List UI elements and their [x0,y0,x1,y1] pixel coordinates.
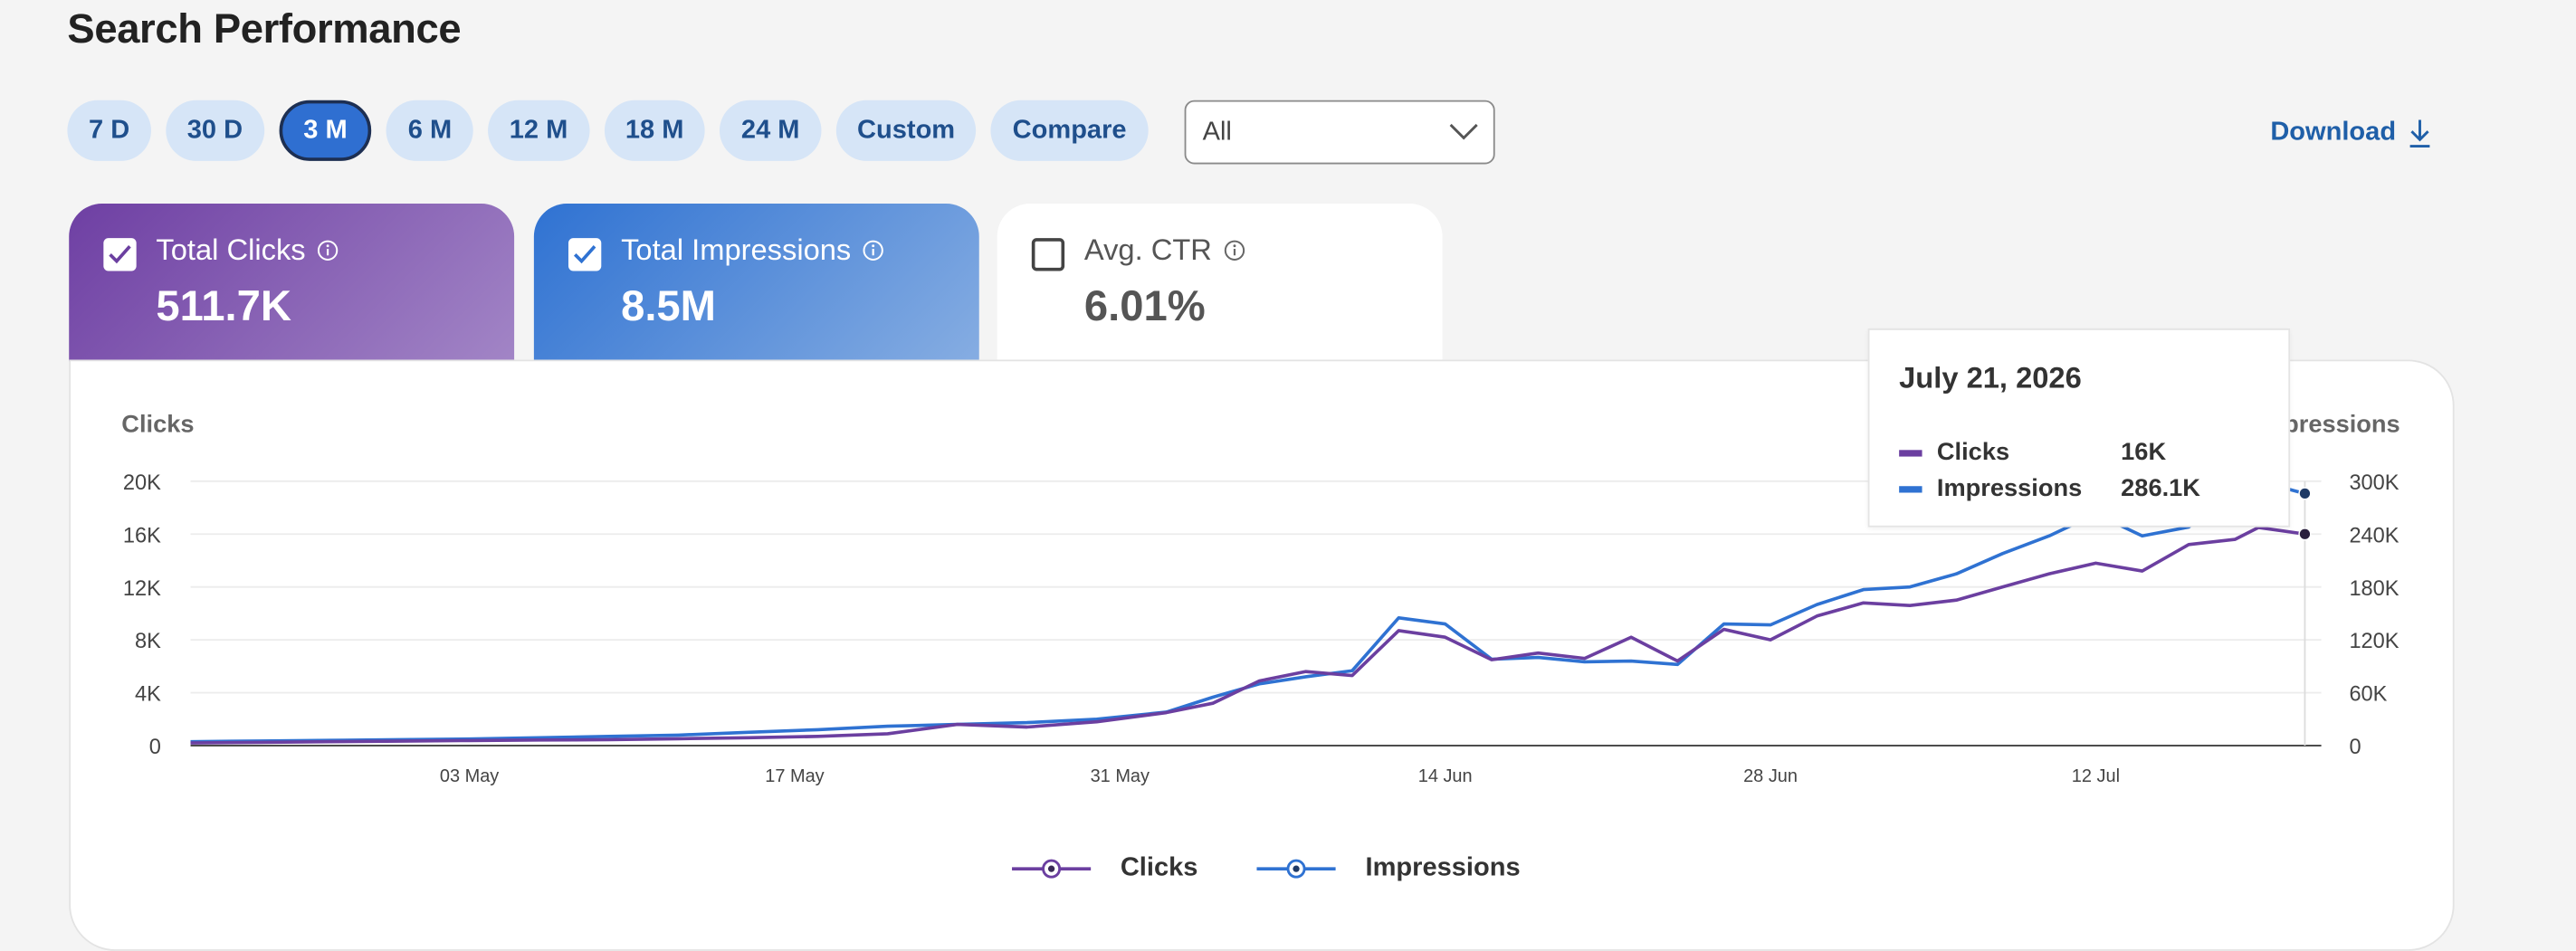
tooltip-clicks-value: 16K [2121,438,2167,467]
y-right-tick-label: 120K [2349,629,2399,652]
avg-ctr-checkbox[interactable] [1031,238,1065,271]
info-icon[interactable] [863,240,884,262]
y-right-tick-label: 60K [2349,682,2387,706]
tooltip-date: July 21, 2026 [1899,361,2082,395]
legend-clicks-label: Clicks [1120,853,1198,882]
compare-button[interactable]: Compare [991,100,1149,161]
total-clicks-label: Total Clicks [156,233,306,267]
x-tick-label: 03 May [440,766,499,786]
filter-select-value: All [1202,117,1232,146]
tooltip-impressions-swatch [1899,485,1922,492]
check-icon [109,245,131,264]
tooltip-impressions-name: Impressions [1936,474,2083,503]
clicks-hover-point[interactable] [2298,528,2312,541]
range-30d-button[interactable]: 30 D [166,100,264,161]
avg-ctr-label: Avg. CTR [1083,233,1212,267]
tooltip-impressions-value: 286.1K [2121,474,2200,503]
chart-legend: Clicks Impressions [1010,854,1521,884]
y-right-tick-label: 180K [2349,576,2399,600]
total-impressions-value: 8.5M [621,281,716,330]
download-button[interactable]: Download [2270,119,2432,148]
info-icon[interactable] [317,240,339,262]
y-left-tick-label: 0 [149,735,161,758]
chevron-down-icon [1449,123,1478,140]
left-axis-title: Clicks [121,409,194,437]
clicks-series-line[interactable] [190,526,2305,745]
impressions-hover-point[interactable] [2298,487,2312,500]
legend-clicks-marker [1012,859,1092,879]
x-tick-label: 14 Jun [1418,766,1473,786]
legend-clicks[interactable]: Clicks [1010,854,1197,884]
avg-ctr-value: 6.01% [1083,281,1206,330]
range-12m-button[interactable]: 12 M [488,100,589,161]
total-impressions-label: Total Impressions [621,233,852,267]
total-clicks-card[interactable]: Total Clicks 511.7K [69,204,515,362]
range-18m-button[interactable]: 18 M [604,100,706,161]
y-right-tick-label: 300K [2349,471,2399,494]
y-right-tick-label: 0 [2349,735,2361,758]
y-left-tick-label: 8K [135,629,161,652]
filter-select[interactable]: All [1184,100,1495,165]
total-clicks-value: 511.7K [156,281,291,330]
tooltip-clicks-name: Clicks [1936,438,2010,467]
x-tick-label: 28 Jun [1743,766,1798,786]
check-icon [573,245,596,264]
range-24m-button[interactable]: 24 M [720,100,822,161]
info-icon[interactable] [1224,240,1245,262]
y-left-tick-label: 16K [123,523,161,547]
impressions-series-line[interactable] [190,479,2305,744]
page-title: Search Performance [67,6,462,53]
total-clicks-checkbox[interactable] [103,238,137,271]
y-left-tick-label: 20K [123,471,161,494]
range-custom-button[interactable]: Custom [835,100,977,161]
tooltip-row-impressions: Impressions 286.1K [1899,474,2200,503]
y-left-tick-label: 4K [135,682,161,706]
total-impressions-card[interactable]: Total Impressions 8.5M [533,204,979,362]
download-icon [2410,119,2431,147]
download-label: Download [2270,118,2397,147]
x-tick-label: 12 Jul [2072,766,2120,786]
range-6m-button[interactable]: 6 M [386,100,473,161]
range-7d-button[interactable]: 7 D [67,100,151,161]
y-left-tick-label: 12K [123,576,161,600]
range-3m-button[interactable]: 3 M [279,100,372,161]
tooltip-row-clicks: Clicks 16K [1899,438,2167,467]
legend-impressions-label: Impressions [1365,853,1521,882]
x-tick-label: 17 May [765,766,824,786]
tooltip-clicks-swatch [1899,449,1922,456]
legend-impressions[interactable]: Impressions [1255,854,1521,884]
x-tick-label: 31 May [1091,766,1150,786]
chart-tooltip: July 21, 2026 Clicks 16K Impressions 286… [1867,328,2291,528]
y-right-tick-label: 240K [2349,523,2399,547]
legend-impressions-marker [1256,859,1336,879]
date-range-pills: 7 D 30 D 3 M 6 M 12 M 18 M 24 M Custom C… [67,100,1149,161]
total-impressions-checkbox[interactable] [568,238,602,271]
avg-ctr-card[interactable]: Avg. CTR 6.01% [997,204,1443,362]
